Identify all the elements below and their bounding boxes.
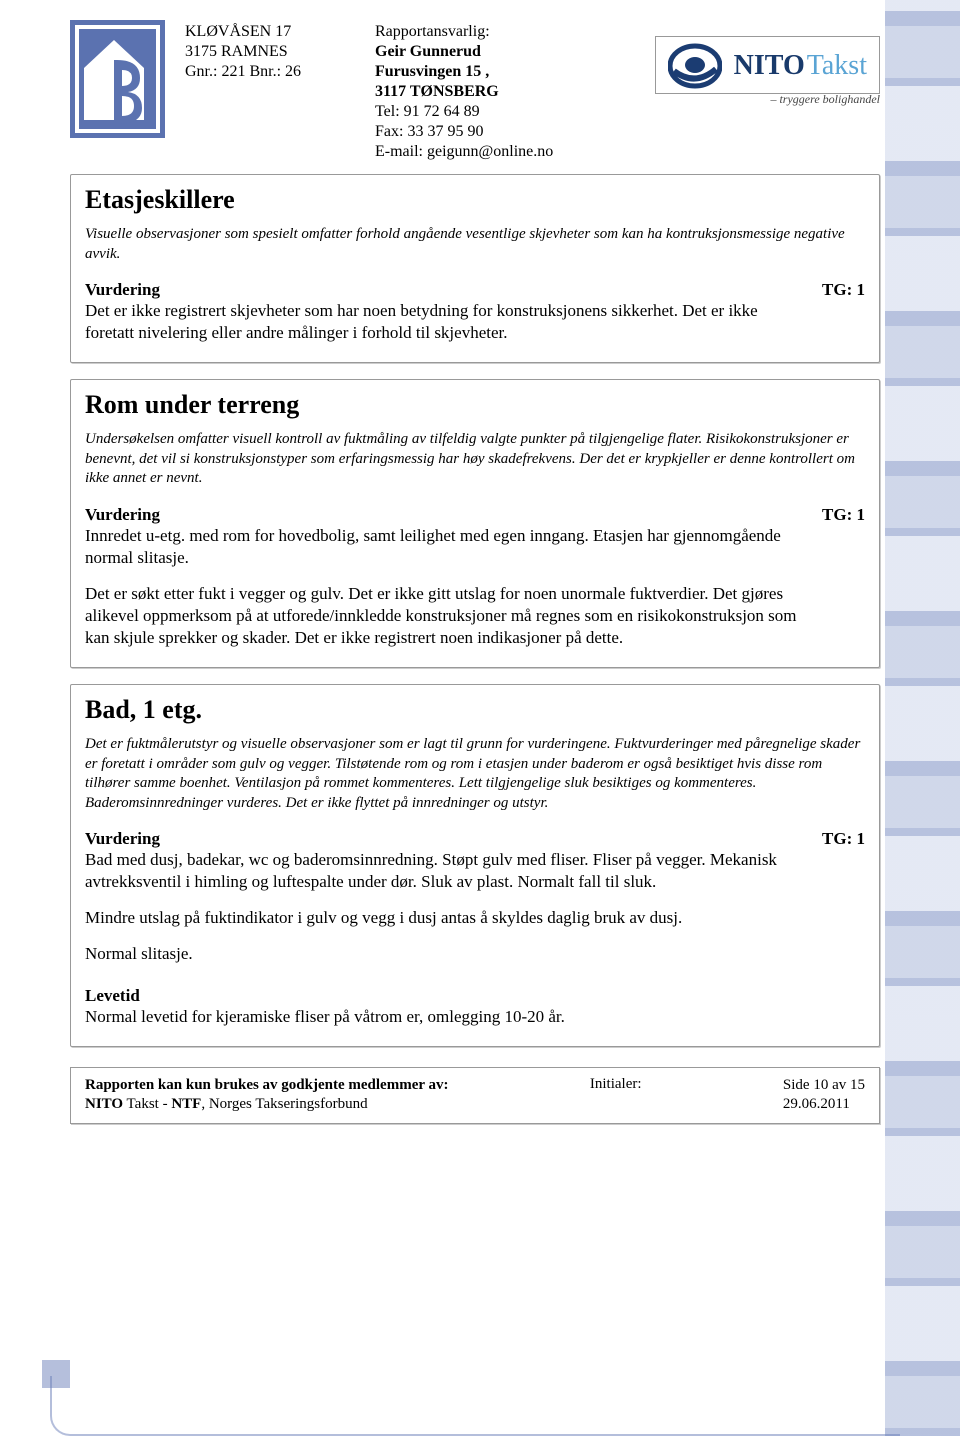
tg-rating: TG: 1 <box>802 280 865 300</box>
property-address: KLØVÅSEN 17 3175 RAMNES Gnr.: 221 Bnr.: … <box>185 20 355 82</box>
reporter-email: E-mail: geigunn@online.no <box>375 142 575 162</box>
section-bad-1-etg: Bad, 1 etg. Det er fuktmålerutstyr og vi… <box>70 684 880 1046</box>
reporter-fax: Fax: 33 37 95 90 <box>375 122 575 142</box>
vurdering-row: Vurdering Det er ikke registrert skjevhe… <box>85 280 865 348</box>
vurdering-label: Vurdering <box>85 829 802 849</box>
levetid-body: Normal levetid for kjeramiske fliser på … <box>85 1006 802 1028</box>
reporter-block: Rapportansvarlig: Geir Gunnerud Furusvin… <box>375 20 575 162</box>
vurdering-row: Vurdering Innredet u-etg. med rom for ho… <box>85 505 865 653</box>
footer-nito: NITO <box>85 1096 123 1112</box>
vurdering-body: Innredet u-etg. med rom for hovedbolig, … <box>85 525 802 649</box>
vurdering-label: Vurdering <box>85 505 802 525</box>
ab-logo-icon <box>70 20 165 138</box>
nito-tagline: – tryggere bolighandel <box>655 92 880 107</box>
vurdering-label: Vurdering <box>85 280 802 300</box>
page-footer: Rapporten kan kun brukes av godkjente me… <box>70 1067 880 1124</box>
vurdering-p2: Det er søkt etter fukt i vegger og gulv.… <box>85 583 802 649</box>
nito-brand1: NITO <box>734 50 805 81</box>
section-description: Visuelle observasjoner som spesielt omfa… <box>85 225 865 264</box>
vurdering-p3: Normal slitasje. <box>85 943 802 965</box>
section-rom-under-terreng: Rom under terreng Undersøkelsen omfatter… <box>70 379 880 668</box>
section-title: Rom under terreng <box>85 390 865 420</box>
vurdering-row: Vurdering Bad med dusj, badekar, wc og b… <box>85 829 865 1031</box>
footer-ntf: NTF <box>171 1096 201 1112</box>
vurdering-p1: Det er ikke registrert skjevheter som ha… <box>85 300 802 344</box>
reporter-label: Rapportansvarlig: <box>375 22 575 42</box>
document-header: KLØVÅSEN 17 3175 RAMNES Gnr.: 221 Bnr.: … <box>70 20 880 162</box>
reporter-addr: Furusvingen 15 , <box>375 62 575 82</box>
levetid-text: Normal levetid for kjeramiske fliser på … <box>85 1006 802 1028</box>
footer-page: Side 10 av 15 <box>783 1076 865 1096</box>
nito-logo-block: NITOTakst – tryggere bolighandel <box>595 20 880 107</box>
tg-rating: TG: 1 <box>802 829 865 849</box>
nito-swirl-icon <box>668 43 722 89</box>
address-line2: 3175 RAMNES <box>185 42 355 62</box>
footer-initials: Initialer: <box>590 1076 642 1115</box>
nito-brand2: Takst <box>807 50 867 81</box>
section-description: Undersøkelsen omfatter visuell kontroll … <box>85 430 865 489</box>
footer-date: 29.06.2011 <box>783 1095 865 1115</box>
reporter-name: Geir Gunnerud <box>375 42 575 62</box>
address-line3: Gnr.: 221 Bnr.: 26 <box>185 62 355 82</box>
section-title: Bad, 1 etg. <box>85 695 865 725</box>
tg-rating: TG: 1 <box>802 505 865 525</box>
footer-left-line1: Rapporten kan kun brukes av godkjente me… <box>85 1077 449 1093</box>
vurdering-body: Bad med dusj, badekar, wc og baderomsinn… <box>85 849 802 965</box>
footer-left: Rapporten kan kun brukes av godkjente me… <box>85 1076 449 1115</box>
reporter-city: 3117 TØNSBERG <box>375 82 575 102</box>
footer-takst: Takst - <box>123 1096 171 1112</box>
levetid-label: Levetid <box>85 986 802 1006</box>
reporter-tel: Tel: 91 72 64 89 <box>375 102 575 122</box>
vurdering-p1: Innredet u-etg. med rom for hovedbolig, … <box>85 525 802 569</box>
vurdering-body: Det er ikke registrert skjevheter som ha… <box>85 300 802 344</box>
page-container: KLØVÅSEN 17 3175 RAMNES Gnr.: 221 Bnr.: … <box>0 0 960 1436</box>
address-line1: KLØVÅSEN 17 <box>185 22 355 42</box>
vurdering-p1: Bad med dusj, badekar, wc og baderomsinn… <box>85 849 802 893</box>
vurdering-p2: Mindre utslag på fuktindikator i gulv og… <box>85 907 802 929</box>
footer-org: , Norges Takseringsforbund <box>201 1096 367 1112</box>
section-etasjeskillere: Etasjeskillere Visuelle observasjoner so… <box>70 174 880 363</box>
section-description: Det er fuktmålerutstyr og visuelle obser… <box>85 735 865 813</box>
footer-right: Side 10 av 15 29.06.2011 <box>783 1076 865 1115</box>
nito-logo-box: NITOTakst <box>655 36 880 94</box>
section-title: Etasjeskillere <box>85 185 865 215</box>
